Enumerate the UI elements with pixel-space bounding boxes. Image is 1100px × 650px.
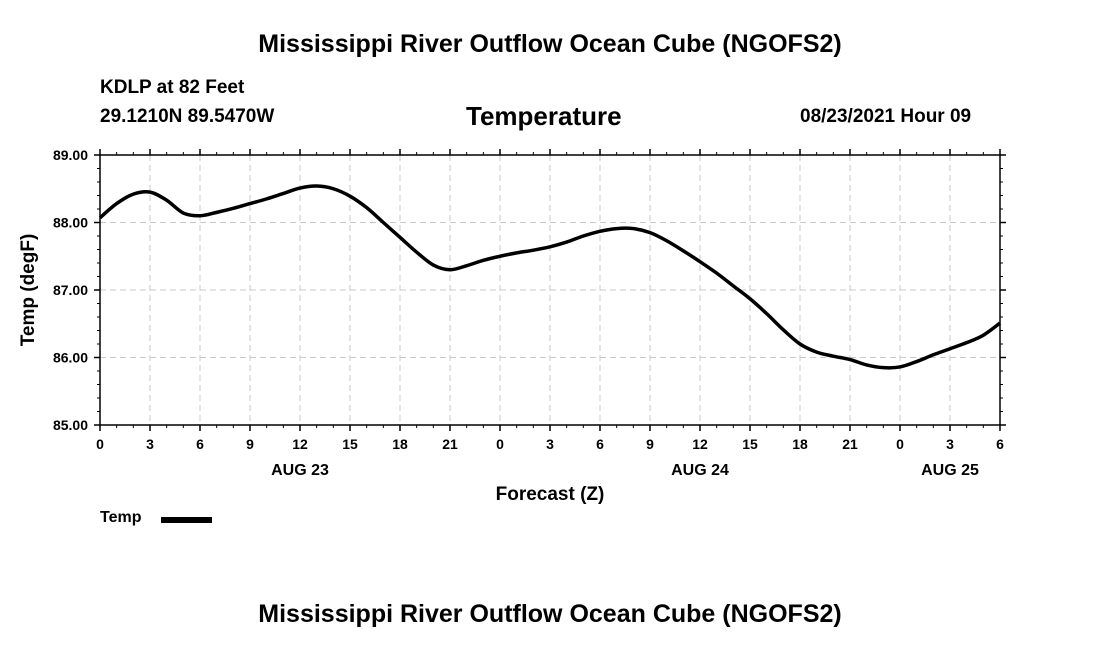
x-tick-label: 15 bbox=[742, 436, 758, 452]
coordinates-label: 29.1210N 89.5470W bbox=[100, 106, 275, 127]
x-tick-label: 0 bbox=[496, 436, 504, 452]
x-tick-label: 9 bbox=[246, 436, 254, 452]
station-label: KDLP at 82 Feet bbox=[100, 77, 245, 98]
x-axis-title: Forecast (Z) bbox=[496, 484, 605, 505]
variable-title: Temperature bbox=[466, 101, 622, 131]
y-tick-label: 85.00 bbox=[53, 417, 88, 433]
y-tick-label: 86.00 bbox=[53, 350, 88, 366]
x-date-label: AUG 23 bbox=[271, 462, 329, 479]
forecast-datetime: 08/23/2021 Hour 09 bbox=[800, 106, 972, 127]
x-tick-label: 3 bbox=[946, 436, 954, 452]
x-tick-label: 9 bbox=[646, 436, 654, 452]
y-tick-label: 88.00 bbox=[53, 215, 88, 231]
x-tick-label: 0 bbox=[896, 436, 904, 452]
x-tick-label: 6 bbox=[596, 436, 604, 452]
x-tick-label: 3 bbox=[546, 436, 554, 452]
x-tick-label: 3 bbox=[146, 436, 154, 452]
x-date-label: AUG 24 bbox=[671, 462, 729, 479]
x-tick-label: 18 bbox=[392, 436, 408, 452]
x-tick-label: 6 bbox=[996, 436, 1004, 452]
plot-frame bbox=[99, 154, 1001, 426]
x-tick-label: 15 bbox=[342, 436, 358, 452]
y-tick-label: 87.00 bbox=[53, 282, 88, 298]
legend-line-swatch bbox=[161, 517, 212, 523]
x-tick-label: 21 bbox=[842, 436, 858, 452]
x-tick-label: 21 bbox=[442, 436, 458, 452]
chart-title-footer: Mississippi River Outflow Ocean Cube (NG… bbox=[258, 600, 842, 628]
chart-title: Mississippi River Outflow Ocean Cube (NG… bbox=[258, 30, 842, 58]
x-tick-label: 12 bbox=[692, 436, 708, 452]
x-date-label: AUG 25 bbox=[921, 462, 979, 479]
y-tick-label: 89.00 bbox=[53, 147, 88, 163]
x-tick-label: 0 bbox=[96, 436, 104, 452]
series-line-temp bbox=[98, 184, 1002, 370]
y-axis-title: Temp (degF) bbox=[18, 234, 39, 347]
x-tick-label: 6 bbox=[196, 436, 204, 452]
legend-label: Temp bbox=[100, 509, 142, 526]
x-tick-label: 18 bbox=[792, 436, 808, 452]
x-tick-label: 12 bbox=[292, 436, 308, 452]
